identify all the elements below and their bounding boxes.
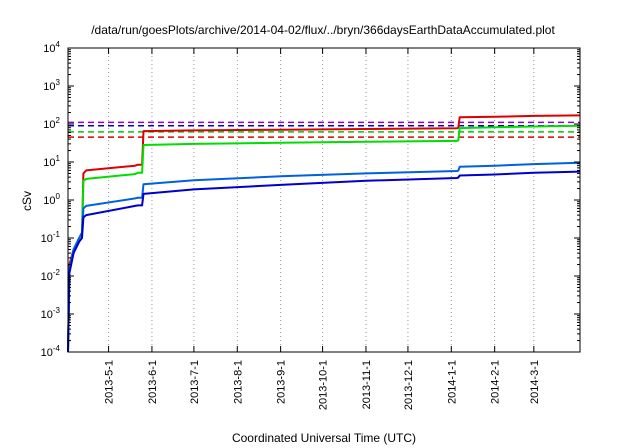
data-series bbox=[67, 114, 581, 353]
chart-title: /data/run/goesPlots/archive/2014-04-02/f… bbox=[91, 23, 555, 37]
y-axis: 10-4 10-3 10-2 10-1 100 101 102 103 104 bbox=[41, 40, 580, 359]
x-tick-label: 2013-7-1 bbox=[189, 360, 201, 404]
x-tick-label: 2013-12-1 bbox=[403, 360, 415, 410]
y-tick-label: 10-1 bbox=[41, 230, 61, 245]
y-tick-label: 103 bbox=[43, 78, 60, 93]
y-tick-label: 10-2 bbox=[41, 268, 61, 283]
x-tick-label: 2013-5-1 bbox=[104, 360, 116, 404]
x-axis-label: Coordinated Universal Time (UTC) bbox=[232, 431, 416, 445]
y-tick-label: 10-3 bbox=[41, 306, 61, 321]
y-axis-label: cSv bbox=[20, 191, 34, 211]
x-tick-label: 2014-3-1 bbox=[529, 360, 541, 404]
y-tick-label: 10-4 bbox=[41, 344, 61, 359]
series-line bbox=[67, 161, 581, 353]
series-line bbox=[67, 170, 581, 353]
y-tick-label: 102 bbox=[43, 116, 60, 131]
y-tick-label: 101 bbox=[43, 154, 60, 169]
x-axis: 2013-5-1 2013-6-1 2013-7-1 2013-8-1 2013-9-1… bbox=[104, 48, 541, 410]
x-tick-label: 2013-6-1 bbox=[147, 360, 159, 404]
x-tick-label: 2014-1-1 bbox=[446, 360, 458, 404]
y-tick-label: 104 bbox=[43, 40, 60, 55]
x-tick-label: 2013-9-1 bbox=[276, 360, 288, 404]
y-tick-label: 100 bbox=[43, 192, 60, 207]
x-tick-label: 2014-2-1 bbox=[490, 360, 502, 404]
x-tick-label: 2013-11-1 bbox=[361, 360, 373, 409]
x-tick-label: 2013-8-1 bbox=[232, 360, 244, 404]
x-grid bbox=[108, 48, 535, 352]
x-tick-label: 2013-10-1 bbox=[318, 360, 330, 410]
